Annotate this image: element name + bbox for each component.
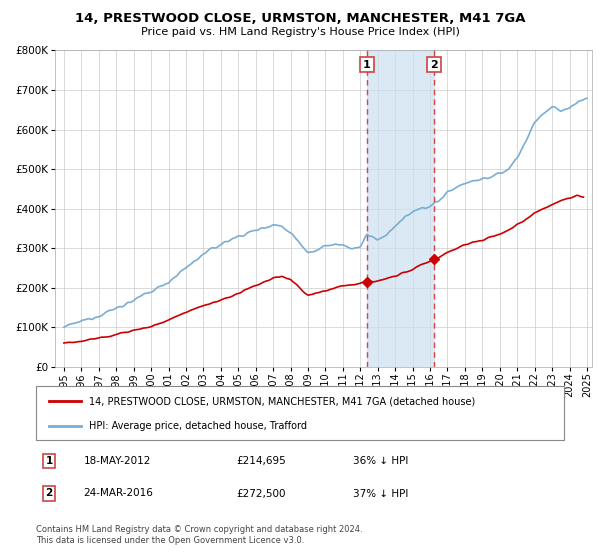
Text: 1: 1: [46, 456, 53, 466]
Bar: [367, 50, 434, 367]
Text: 37% ↓ HPI: 37% ↓ HPI: [353, 488, 408, 498]
Text: 36% ↓ HPI: 36% ↓ HPI: [353, 456, 408, 466]
Text: 18-MAY-2012: 18-MAY-2012: [83, 456, 151, 466]
Text: 24-MAR-2016: 24-MAR-2016: [83, 488, 154, 498]
Text: 14, PRESTWOOD CLOSE, URMSTON, MANCHESTER, M41 7GA: 14, PRESTWOOD CLOSE, URMSTON, MANCHESTER…: [75, 12, 525, 25]
FancyBboxPatch shape: [36, 386, 564, 440]
Text: 2: 2: [430, 59, 438, 69]
Text: £214,695: £214,695: [236, 456, 286, 466]
Text: 14, PRESTWOOD CLOSE, URMSTON, MANCHESTER, M41 7GA (detached house): 14, PRESTWOOD CLOSE, URMSTON, MANCHESTER…: [89, 396, 475, 407]
Text: Contains HM Land Registry data © Crown copyright and database right 2024.
This d: Contains HM Land Registry data © Crown c…: [36, 525, 362, 545]
Text: £272,500: £272,500: [236, 488, 286, 498]
Text: 1: 1: [363, 59, 371, 69]
Text: HPI: Average price, detached house, Trafford: HPI: Average price, detached house, Traf…: [89, 421, 307, 431]
Text: 2: 2: [46, 488, 53, 498]
Text: Price paid vs. HM Land Registry's House Price Index (HPI): Price paid vs. HM Land Registry's House …: [140, 27, 460, 37]
